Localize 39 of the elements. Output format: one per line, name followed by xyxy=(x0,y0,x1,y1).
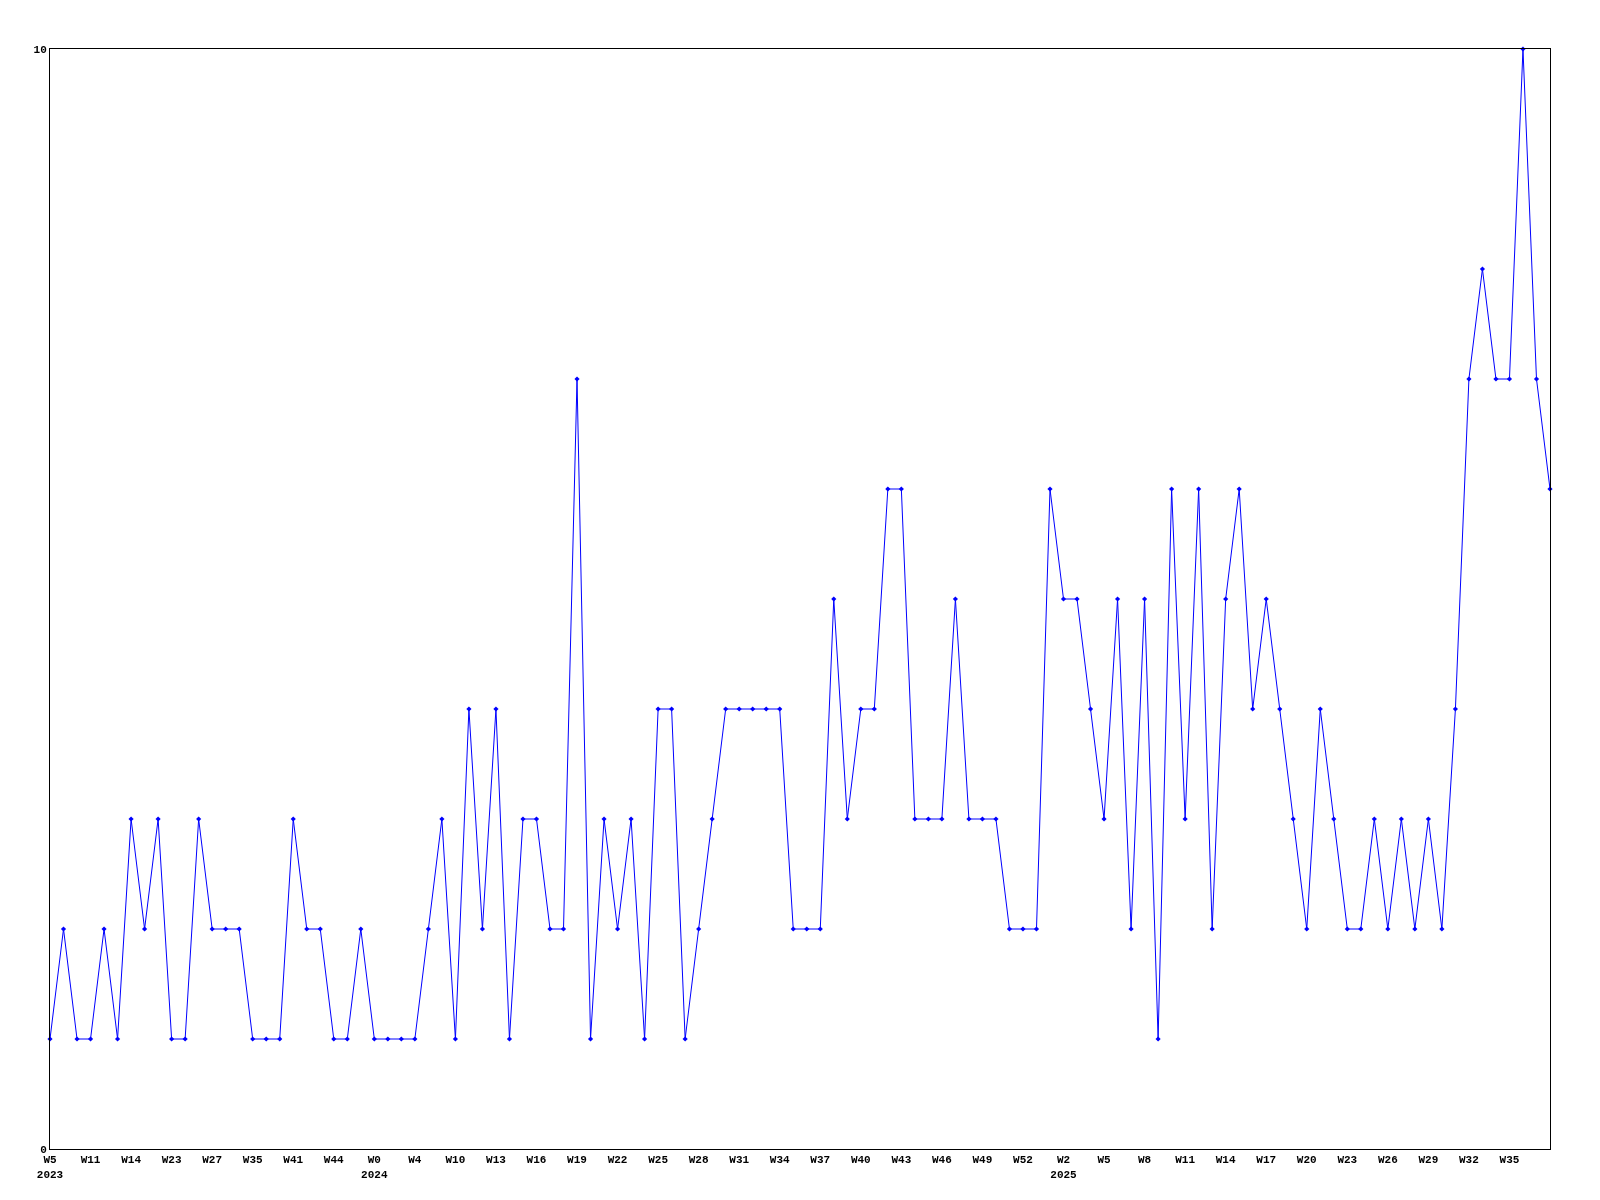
x-tick-label: W46 xyxy=(931,1154,952,1167)
x-tick-label: W44 xyxy=(323,1154,345,1167)
x-tick-label: W13 xyxy=(486,1154,507,1167)
x-tick-label: W11 xyxy=(80,1154,101,1167)
x-tick-label: W23 xyxy=(1337,1154,1358,1167)
x-tick-label: W31 xyxy=(729,1154,750,1167)
x-tick-label: W14 xyxy=(121,1154,142,1167)
x-tick-label: W32 xyxy=(1459,1154,1479,1167)
x-tick-label: W26 xyxy=(1377,1154,1398,1167)
x-tick-label: W43 xyxy=(891,1154,912,1167)
x-tick-label: W5 xyxy=(1097,1154,1112,1167)
y-tick-label: 0 xyxy=(40,1143,47,1156)
x-tick-label: W49 xyxy=(972,1154,993,1167)
x-tick-label: W14 xyxy=(1215,1154,1236,1167)
x-tick-label: W5 2023 xyxy=(36,1154,64,1181)
x-tick-label: W23 xyxy=(161,1154,182,1167)
x-tick-label: W37 xyxy=(810,1154,831,1167)
x-tick-label: W41 xyxy=(283,1154,304,1167)
x-tick-label: W35 xyxy=(242,1154,263,1167)
x-tick-label: W10 xyxy=(445,1154,466,1167)
x-tick-label: W28 xyxy=(688,1154,709,1167)
x-tick-label: W0 2024 xyxy=(361,1154,388,1181)
x-tick-label: W17 xyxy=(1256,1154,1277,1167)
x-tick-label: W19 xyxy=(567,1154,587,1167)
x-tick-label: W22 xyxy=(607,1154,628,1167)
x-tick-label: W11 xyxy=(1175,1154,1196,1167)
x-tick-label: W16 xyxy=(526,1154,547,1167)
x-tick-label: W52 xyxy=(1013,1154,1033,1167)
x-tick-label: W35 xyxy=(1499,1154,1520,1167)
x-tick-label: W40 xyxy=(850,1154,871,1167)
x-tick-label: W34 xyxy=(769,1154,791,1167)
x-tick-label: W29 xyxy=(1418,1154,1439,1167)
x-tick-label: W2 2025 xyxy=(1050,1154,1078,1181)
x-tick-label: W4 xyxy=(408,1154,422,1167)
x-tick-label: W27 xyxy=(202,1154,223,1167)
x-tick-label: W20 xyxy=(1296,1154,1317,1167)
x-tick-label: W25 xyxy=(648,1154,669,1167)
y-tick-label: 10 xyxy=(33,43,47,56)
x-tick-label: W8 xyxy=(1137,1154,1152,1167)
